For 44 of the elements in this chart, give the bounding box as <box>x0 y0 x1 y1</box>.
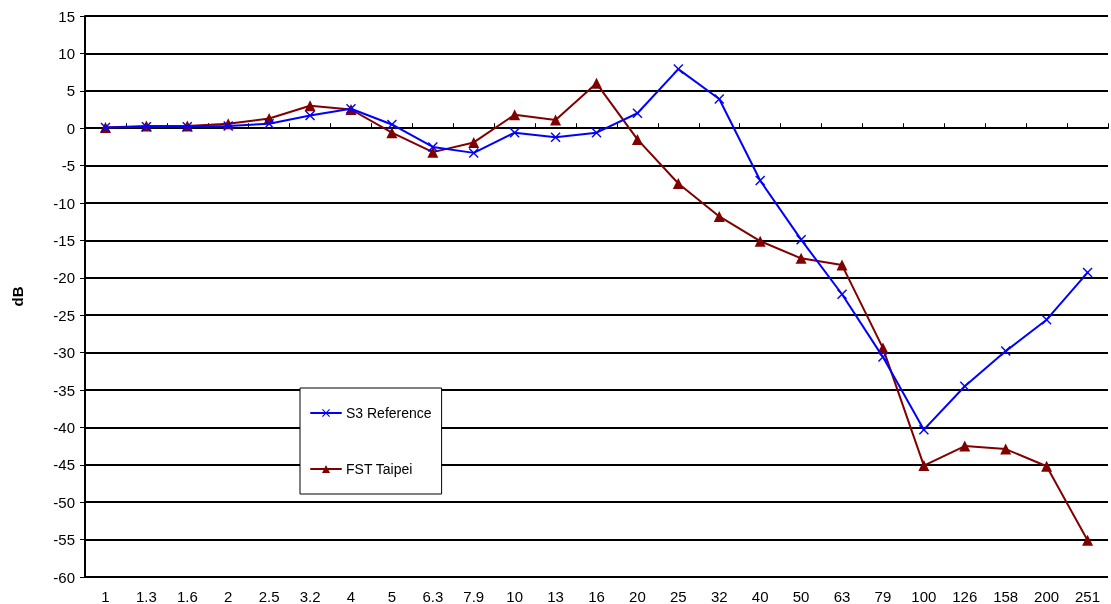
y-tick-label: -40 <box>53 418 75 436</box>
x-tick-label: 158 <box>993 588 1019 604</box>
y-tick-label: -35 <box>53 381 75 399</box>
y-tick-label: -10 <box>53 194 75 212</box>
y-tick-label: -15 <box>53 231 75 249</box>
y-tick-label: -20 <box>53 269 75 287</box>
x-tick-label: 16 <box>588 588 605 604</box>
x-tick-label: 4 <box>346 588 356 604</box>
x-tick-label: 13 <box>547 588 564 604</box>
y-tick-label: -5 <box>61 157 75 175</box>
y-tick-label: 10 <box>58 44 75 62</box>
x-tick-label: 79 <box>874 588 892 604</box>
y-tick-label: -30 <box>53 344 75 362</box>
x-tick-label: 63 <box>833 588 851 604</box>
y-tick-label: 0 <box>66 119 75 137</box>
x-tick-label: 100 <box>911 588 937 604</box>
x-tick-label: 126 <box>952 588 978 604</box>
x-tick-label: 7.9 <box>463 588 485 604</box>
y-tick-label: -60 <box>53 568 75 586</box>
x-tick-label: 32 <box>710 588 728 604</box>
legend-label: S3 Reference <box>346 405 432 421</box>
x-tick-label: 20 <box>629 588 646 604</box>
x-tick-label: 3.2 <box>299 588 321 604</box>
x-tick-label: 1.6 <box>176 588 198 604</box>
y-tick-label: -50 <box>53 493 75 511</box>
y-tick-label: 15 <box>58 7 75 25</box>
x-tick-label: 2 <box>224 588 233 604</box>
x-tick-label: 10 <box>506 588 523 604</box>
x-tick-label: 40 <box>751 588 769 604</box>
x-tick-label: 1.3 <box>135 588 157 604</box>
x-tick-label: 1 <box>101 588 110 604</box>
x-tick-label: 200 <box>1034 588 1060 604</box>
x-tick-label: 2.5 <box>258 588 280 604</box>
y-tick-label: 5 <box>66 82 75 100</box>
x-tick-label: 50 <box>792 588 810 604</box>
legend-label: FST Taipei <box>346 461 413 477</box>
y-tick-label: -45 <box>53 456 75 474</box>
y-tick-label: -25 <box>53 306 75 324</box>
x-tick-label: 5 <box>387 588 397 604</box>
x-tick-label: 251 <box>1075 588 1101 604</box>
y-axis-title: dB <box>9 286 26 307</box>
x-tick-label: 6.3 <box>422 588 444 604</box>
x-tick-label: 25 <box>670 588 687 604</box>
y-tick-label: -55 <box>53 531 75 549</box>
